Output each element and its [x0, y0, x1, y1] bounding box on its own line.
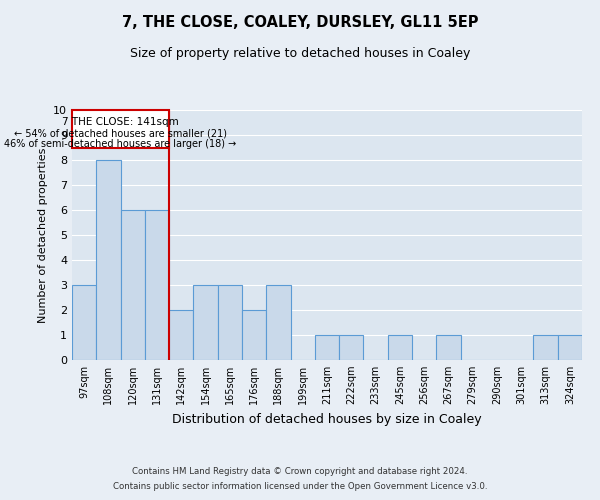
Bar: [266, 285, 290, 360]
Text: 7 THE CLOSE: 141sqm: 7 THE CLOSE: 141sqm: [62, 117, 179, 127]
Bar: [218, 285, 242, 360]
Bar: [72, 285, 96, 360]
Bar: [193, 285, 218, 360]
Text: 7, THE CLOSE, COALEY, DURSLEY, GL11 5EP: 7, THE CLOSE, COALEY, DURSLEY, GL11 5EP: [122, 15, 478, 30]
Text: ← 54% of detached houses are smaller (21): ← 54% of detached houses are smaller (21…: [14, 128, 227, 138]
Bar: [145, 210, 169, 360]
Bar: [558, 335, 582, 360]
X-axis label: Distribution of detached houses by size in Coaley: Distribution of detached houses by size …: [172, 412, 482, 426]
Bar: [315, 335, 339, 360]
Bar: [533, 335, 558, 360]
Bar: [169, 310, 193, 360]
Text: Contains HM Land Registry data © Crown copyright and database right 2024.: Contains HM Land Registry data © Crown c…: [132, 467, 468, 476]
Text: 46% of semi-detached houses are larger (18) →: 46% of semi-detached houses are larger (…: [4, 138, 236, 149]
Bar: [436, 335, 461, 360]
Text: Contains public sector information licensed under the Open Government Licence v3: Contains public sector information licen…: [113, 482, 487, 491]
Bar: [242, 310, 266, 360]
Bar: [388, 335, 412, 360]
Bar: [96, 160, 121, 360]
Text: Size of property relative to detached houses in Coaley: Size of property relative to detached ho…: [130, 48, 470, 60]
Bar: [72, 110, 169, 148]
Y-axis label: Number of detached properties: Number of detached properties: [38, 148, 47, 322]
Bar: [121, 210, 145, 360]
Bar: [339, 335, 364, 360]
